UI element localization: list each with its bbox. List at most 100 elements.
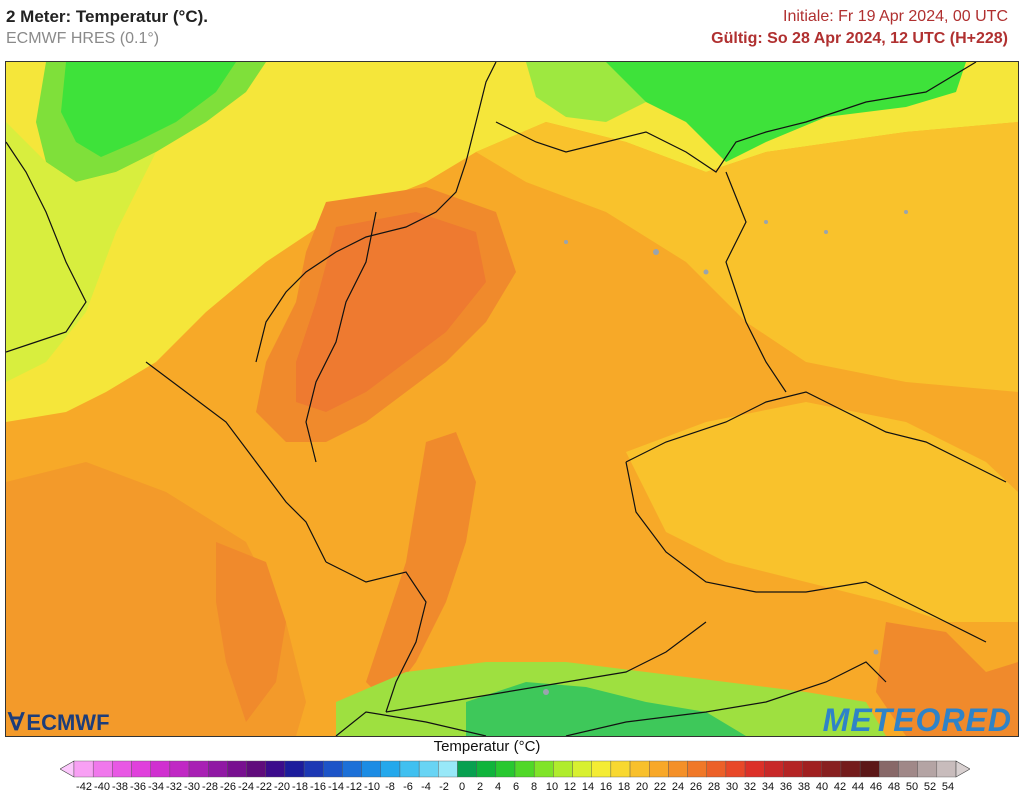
north-sea-bright-green (61, 62, 236, 157)
legend-swatch (188, 760, 209, 778)
legend-swatch (438, 760, 458, 778)
legend-tick-label: -42 (76, 781, 92, 793)
model-name: ECMWF HRES (0.1°) (6, 30, 160, 47)
legend-arrow-low (60, 760, 75, 778)
legend-tick-label: -2 (439, 781, 449, 793)
legend-tick-label: 42 (833, 781, 847, 793)
legend-swatch (744, 760, 765, 778)
map-title: 2 Meter: Temperatur (°C). (6, 7, 209, 26)
legend-swatch (342, 760, 362, 778)
legend-tick-label: 2 (476, 781, 484, 793)
legend-tick-label: -4 (421, 781, 431, 793)
legend-tick-label: -12 (346, 781, 362, 793)
legend-tick-label: -28 (202, 781, 218, 793)
east-hot (876, 622, 1018, 736)
lakes (543, 210, 908, 695)
legend-swatch (649, 760, 669, 778)
nw-hotspot-core (296, 212, 486, 412)
legend-swatch (246, 760, 266, 778)
header-right: Initiale: Fr 19 Apr 2024, 00 UTC Gültig:… (711, 6, 1008, 50)
legend-swatch (859, 760, 880, 778)
legend-swatch (303, 760, 324, 778)
legend-swatch (764, 760, 784, 778)
legend-tick-label: -38 (112, 781, 128, 793)
legend-swatch (514, 760, 535, 778)
legend-tick-label: 48 (887, 781, 901, 793)
legend-tick-label: -26 (220, 781, 236, 793)
legend-tick-label: -34 (148, 781, 164, 793)
legend-swatch (92, 760, 113, 778)
legend-swatch (150, 760, 171, 778)
north-light-orange (476, 122, 1018, 392)
border-de-fr (325, 561, 427, 713)
ecmwf-logo: ∀ ECMWF (8, 708, 110, 737)
legend-swatch (706, 760, 727, 778)
legend-tick-label: 8 (530, 781, 538, 793)
alps-bright-green (466, 682, 746, 736)
legend-swatch (572, 760, 592, 778)
legend-swatch (73, 760, 94, 778)
border-nl-de (305, 211, 377, 463)
lake (824, 230, 828, 234)
legend-tick-label: 46 (869, 781, 883, 793)
legend-tick-label: 30 (725, 781, 739, 793)
border-de-cz (625, 391, 1007, 483)
legend-swatch (917, 760, 938, 778)
legend-swatch (495, 760, 516, 778)
temperature-map[interactable] (5, 61, 1019, 737)
border-de-pl (725, 171, 787, 393)
legend-swatch (399, 760, 420, 778)
legend-tick-label: -10 (364, 781, 380, 793)
coastline-north (255, 62, 497, 363)
legend-tick-label: -36 (130, 781, 146, 793)
legend-swatch (610, 760, 631, 778)
legend-tick-label: -20 (274, 781, 290, 793)
legend-tick-label: 50 (905, 781, 919, 793)
legend-tick-label: 28 (707, 781, 721, 793)
ecmwf-logo-text: ECMWF (26, 709, 110, 735)
legend-swatch (591, 760, 612, 778)
legend-tick-label: -18 (292, 781, 308, 793)
legend-tick-label: 18 (617, 781, 631, 793)
baltic-green (606, 62, 966, 162)
legend-tick-label: 24 (671, 781, 685, 793)
czech-light-orange (626, 402, 1018, 622)
legend-swatch (284, 760, 305, 778)
border-cz-at (625, 461, 987, 643)
legend-swatch (476, 760, 497, 778)
legend-tick-label: 20 (635, 781, 649, 793)
legend-tick-label: -14 (328, 781, 344, 793)
border-be-fr (145, 361, 327, 563)
legend-tick-label: 14 (581, 781, 595, 793)
legend-tick-label: 34 (761, 781, 775, 793)
legend-tick-label: 38 (797, 781, 811, 793)
legend-swatch (802, 760, 822, 778)
legend-tick-label: 54 (941, 781, 955, 793)
west-green-yellow (6, 122, 156, 382)
legend-tick-label: 12 (563, 781, 577, 793)
legend-ticks: -42 -40 -38 -36 -34 -32 -30 -28 -26 -24 -22 -20 -18-… (0, 781, 1024, 799)
border-ch-it (335, 711, 487, 736)
lake (873, 649, 879, 655)
legend-tick-label: -22 (256, 781, 272, 793)
rhine-hotspot (366, 432, 476, 702)
legend-swatch (629, 760, 650, 778)
lake (904, 210, 908, 214)
legend-swatch (418, 760, 439, 778)
yellow-belt (6, 62, 1018, 422)
uk-coast (6, 141, 87, 353)
legend-swatch (169, 760, 190, 778)
header-left: 2 Meter: Temperatur (°C). ECMWF HRES (0.… (6, 6, 208, 50)
legend-swatch (687, 760, 707, 778)
map-canvas (6, 62, 1018, 736)
lake (653, 249, 659, 255)
legend-swatch (879, 760, 899, 778)
legend-tick-label: 4 (494, 781, 502, 793)
legend-swatch (533, 760, 554, 778)
legend-swatch (457, 760, 477, 778)
legend-tick-label: -6 (403, 781, 413, 793)
border-de-at-ch (385, 621, 707, 713)
legend-tick-label: -16 (310, 781, 326, 793)
legend-arrow-high (955, 760, 970, 778)
france-hot (216, 542, 286, 722)
